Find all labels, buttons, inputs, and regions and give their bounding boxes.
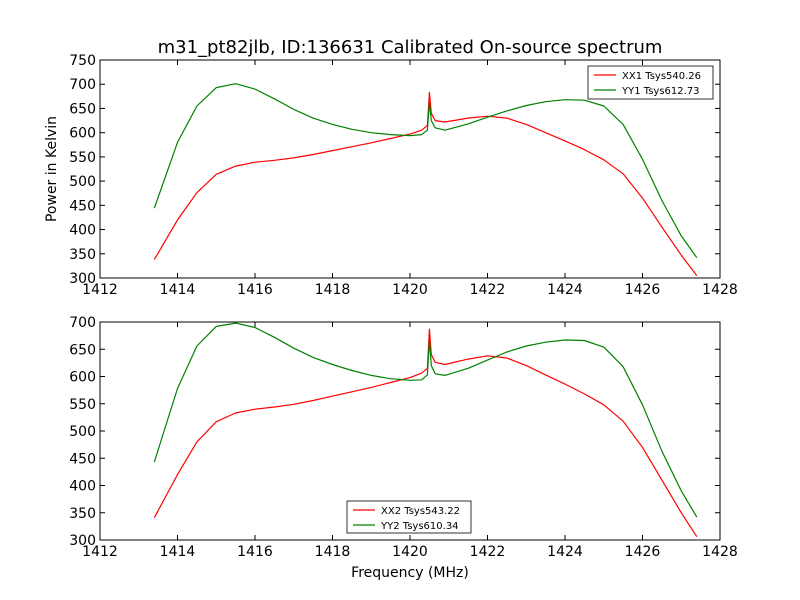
x-tick-label: 1414 <box>160 544 196 560</box>
y-axis-label: Power in Kelvin <box>44 116 60 222</box>
legend-label: XX2 Tsys543.22 <box>381 506 460 517</box>
legend: XX1 Tsys540.26 YY1 Tsys612.73 <box>587 65 714 100</box>
legend-label: YY2 Tsys610.34 <box>380 521 459 532</box>
series-line-xx1 <box>153 91 698 276</box>
x-tick-label: 1414 <box>160 282 196 298</box>
bottom-subplot: 1412 1414 1416 1418 1420 1422 1424 1426 1428 300 3… <box>69 315 738 560</box>
y-tick-label: 450 <box>69 451 96 467</box>
y-tick-label: 550 <box>69 150 96 166</box>
x-tick-label: 1420 <box>392 282 428 298</box>
series-line-yy1 <box>153 83 698 259</box>
legend-label: XX1 Tsys540.26 <box>622 71 701 82</box>
y-tick-label: 350 <box>69 247 96 263</box>
x-tick-label: 1424 <box>547 544 583 560</box>
series-line-yy2 <box>153 322 698 518</box>
y-tick-label: 700 <box>69 315 96 331</box>
y-tick-label: 300 <box>69 271 96 287</box>
legend-label: YY1 Tsys612.73 <box>621 86 700 97</box>
x-tick-label: 1418 <box>315 282 351 298</box>
x-axis-label: Frequency (MHz) <box>351 565 469 581</box>
series-line-xx2 <box>153 328 698 538</box>
x-tick-label: 1420 <box>392 544 428 560</box>
y-tick-label: 500 <box>69 424 96 440</box>
y-tick-label: 650 <box>69 101 96 117</box>
x-tick-label: 1416 <box>237 282 273 298</box>
y-tick-label: 400 <box>69 479 96 495</box>
x-tick-label: 1422 <box>470 282 506 298</box>
x-tick-label: 1416 <box>237 544 273 560</box>
y-tick-label: 600 <box>69 370 96 386</box>
x-tick-label: 1428 <box>702 544 738 560</box>
y-tick-label: 300 <box>69 533 96 549</box>
y-tick-label: 600 <box>69 126 96 142</box>
x-tick-label: 1412 <box>82 544 118 560</box>
y-tick-label: 400 <box>69 223 96 239</box>
legend-box <box>587 65 714 100</box>
y-tick-label: 650 <box>69 342 96 358</box>
x-tick-label: 1418 <box>315 544 351 560</box>
x-tick-label: 1412 <box>82 282 118 298</box>
y-tick-label: 350 <box>69 506 96 522</box>
x-tick-label: 1422 <box>470 544 506 560</box>
y-tick-label: 500 <box>69 174 96 190</box>
chart-title: m31_pt82jlb, ID:136631 Calibrated On-sou… <box>158 37 663 58</box>
x-tick-label: 1428 <box>702 282 738 298</box>
y-tick-label: 550 <box>69 397 96 413</box>
legend-box <box>346 500 472 534</box>
top-subplot: 1412 1414 1416 1418 1420 1422 1424 1426 1428 300 3… <box>69 53 738 298</box>
legend: XX2 Tsys543.22 YY2 Tsys610.34 <box>346 500 472 534</box>
x-tick-label: 1426 <box>625 282 661 298</box>
x-tick-label: 1424 <box>547 282 583 298</box>
y-tick-label: 750 <box>69 53 96 69</box>
x-tick-label: 1426 <box>625 544 661 560</box>
y-tick-label: 450 <box>69 198 96 214</box>
y-tick-label: 700 <box>69 77 96 93</box>
